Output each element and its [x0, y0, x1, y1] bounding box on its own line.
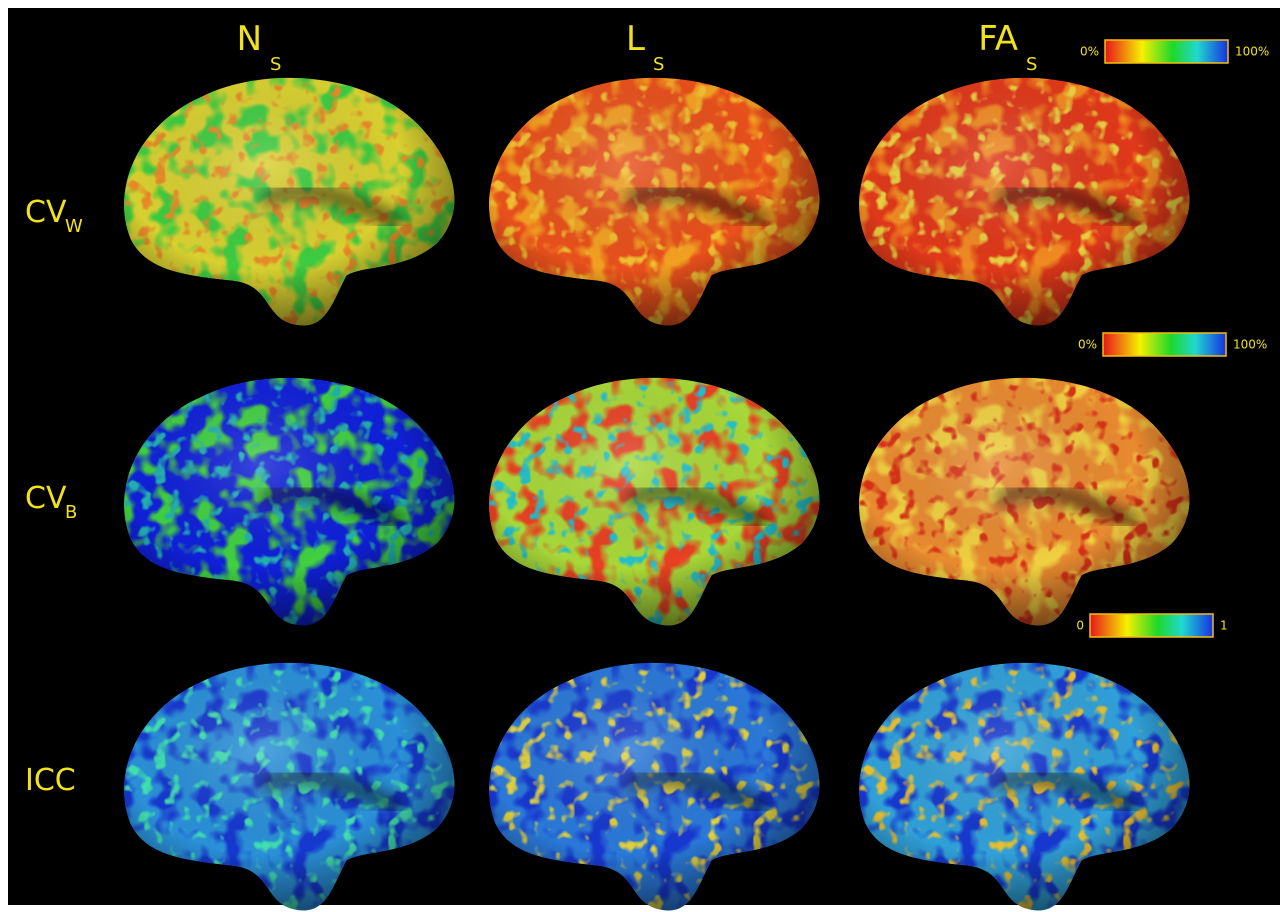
colorbar-min: 0 — [1076, 619, 1084, 633]
brain-surface — [124, 662, 455, 911]
brain-surface — [489, 377, 820, 626]
surface-shading — [489, 377, 820, 626]
surface-shading — [124, 377, 455, 626]
brain-surface — [859, 377, 1190, 626]
colorbar-min: 0% — [1078, 338, 1097, 352]
column-header: FA — [978, 19, 1018, 59]
colorbar-max: 100% — [1235, 45, 1269, 59]
colorbar-max: 100% — [1233, 338, 1267, 352]
colorbar-min: 0% — [1080, 45, 1099, 59]
column-header-sub: S — [270, 54, 281, 75]
colorbar-max: 1 — [1220, 619, 1228, 633]
colorbar — [1102, 332, 1227, 357]
column-header-sub: S — [1026, 54, 1037, 75]
brain-surface — [489, 77, 820, 326]
column-header-sub: S — [653, 54, 664, 75]
column-header: N — [237, 19, 262, 59]
surface-shading — [124, 662, 455, 911]
row-label-sub: W — [65, 216, 83, 237]
row-label-sub: B — [65, 502, 77, 523]
brain-surface — [859, 662, 1190, 911]
surface-shading — [489, 77, 820, 326]
surface-shading — [124, 77, 455, 326]
surface-shading — [489, 662, 820, 911]
colorbar — [1104, 39, 1229, 64]
brain-surface — [124, 77, 455, 326]
surface-shading — [859, 662, 1190, 911]
column-header: L — [626, 19, 645, 59]
row-label: CV — [25, 195, 67, 230]
brain-surface — [859, 77, 1190, 326]
row-label: ICC — [25, 763, 76, 798]
brain-surface — [124, 377, 455, 626]
brain-surface — [489, 662, 820, 911]
row-label: CV — [25, 481, 67, 516]
colorbar — [1089, 613, 1214, 638]
surface-shading — [859, 77, 1190, 326]
surface-shading — [859, 377, 1190, 626]
